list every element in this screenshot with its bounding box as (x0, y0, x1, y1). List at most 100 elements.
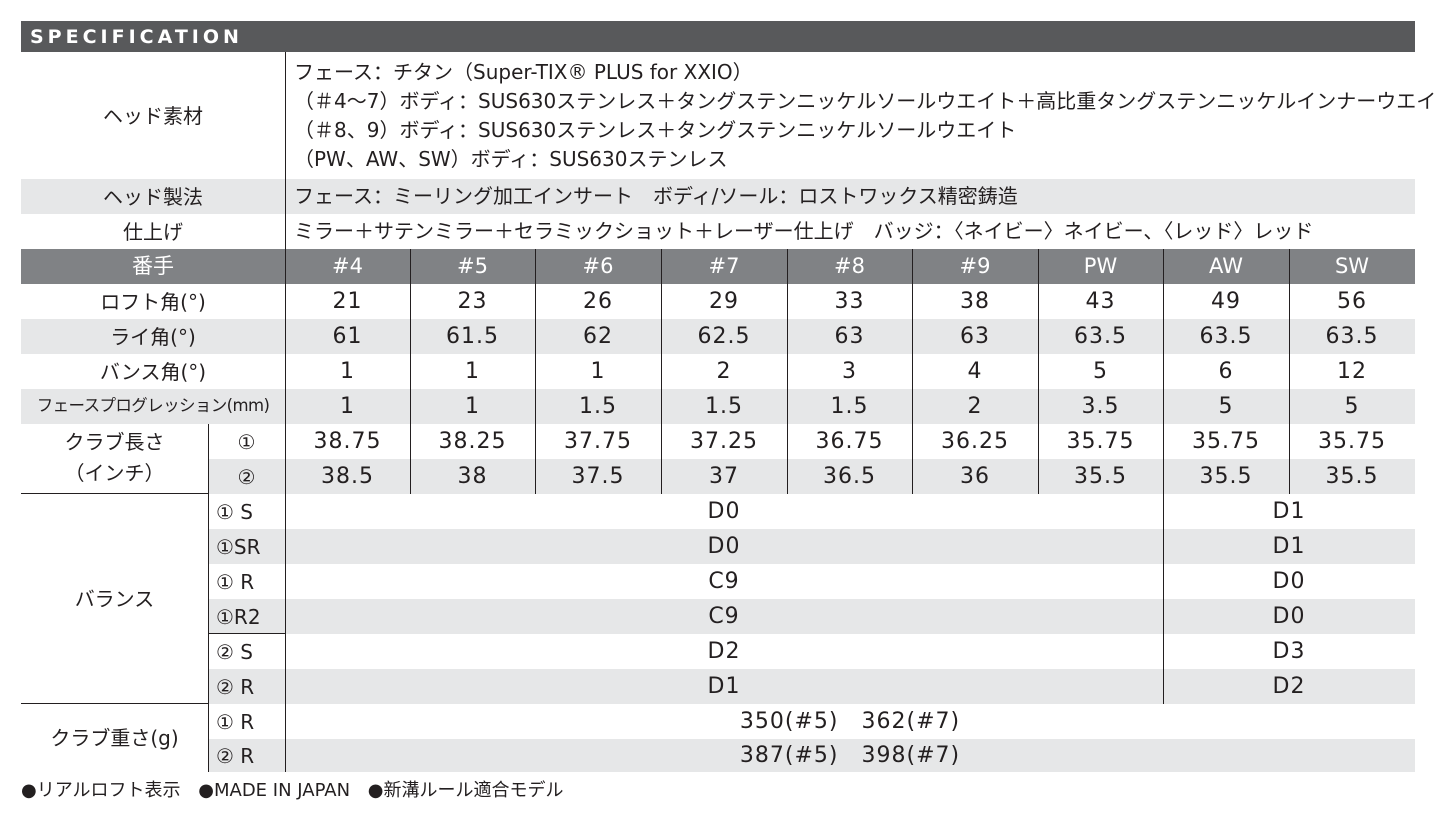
bounce-label: バンス角(°) (99, 359, 207, 384)
balance-wedge-value: D3 (1272, 638, 1306, 664)
row-stripe (208, 599, 1415, 634)
balance-label: バランス (74, 587, 155, 611)
row-stripe (21, 179, 1415, 214)
divider (208, 633, 285, 634)
balance-main-value: D1 (707, 673, 741, 699)
spec-title-bar: SPECIFICATION (21, 21, 1415, 52)
lie-label: ライ角(°) (110, 324, 196, 349)
balance-main-value: D0 (707, 498, 741, 524)
head-material-line: （＃8、9）ボディ：SUS630ステンレス＋タングステンニッケルソールウエイト (294, 118, 1017, 142)
club-length-sub: ① (237, 429, 256, 454)
face-progression-label: フェースプログレッション(mm) (36, 396, 270, 416)
club-length-value: 38.75 (313, 428, 382, 454)
balance-wedge-value: D2 (1272, 673, 1306, 699)
face-progression-value: 5 (1344, 393, 1360, 419)
row-stripe (21, 389, 1415, 424)
bounce-value: 4 (967, 358, 983, 384)
footer-note: ●リアルロフト表示 (21, 780, 181, 801)
divider (21, 493, 208, 494)
balance-wedge-value: D0 (1272, 603, 1306, 629)
lie-value: 62.5 (697, 323, 751, 349)
lie-value: 63.5 (1074, 323, 1127, 349)
balance-sub: ② R (216, 674, 255, 699)
head-method-value: フェース：ミーリング加工インサート ボディ/ソール：ロストワックス精密鋳造 (294, 184, 1018, 208)
face-progression-value: 1.5 (705, 393, 743, 419)
finish-label: 仕上げ (123, 219, 183, 244)
divider (661, 249, 662, 494)
club-number: #5 (457, 254, 488, 278)
loft-value: 26 (583, 288, 613, 314)
footer-notes: ●リアルロフト表示 ●MADE IN JAPAN ●新溝ルール適合モデル (21, 776, 576, 802)
face-progression-value: 1.5 (830, 393, 869, 419)
lie-value: 62 (583, 323, 613, 349)
row-stripe (208, 529, 1415, 564)
club-weight-sub: ① R (216, 709, 255, 734)
spec-title: SPECIFICATION (30, 26, 243, 48)
divider (410, 249, 411, 494)
club-number: PW (1083, 254, 1118, 278)
row-stripe (208, 739, 1415, 772)
club-length-value: 37.25 (690, 428, 758, 454)
face-progression-value: 1 (340, 393, 355, 419)
club-number: #8 (834, 254, 865, 278)
lie-value: 61 (332, 323, 363, 349)
club-length-value: 36.25 (941, 428, 1009, 454)
balance-sub: ①R2 (216, 604, 261, 629)
loft-value: 38 (960, 288, 990, 314)
head-material-line: （＃4～7）ボディ：SUS630ステンレス＋タングステンニッケルソールウエイト＋… (294, 89, 1436, 113)
balance-wedge-value: D1 (1272, 498, 1306, 524)
club-length-value: 38 (457, 463, 488, 489)
row-stripe (21, 319, 1415, 354)
divider (787, 249, 788, 494)
club-number: AW (1209, 254, 1243, 278)
club-length-value: 35.75 (1066, 428, 1135, 454)
row-stripe (208, 669, 1415, 704)
head-material-line: フェース：チタン（Super-TIX® PLUS for XXIO） (294, 60, 753, 84)
lie-value: 63.5 (1199, 323, 1253, 349)
balance-sub: ① S (216, 499, 253, 524)
club-number: #4 (332, 254, 363, 278)
club-length-value: 35.5 (1199, 463, 1253, 489)
club-length-value: 35.5 (1074, 463, 1127, 489)
balance-main-value: D0 (707, 533, 741, 559)
bounce-value: 12 (1337, 358, 1367, 384)
club-length-value: 36.75 (815, 428, 884, 454)
divider (1163, 249, 1164, 704)
number-header-label: 番手 (132, 254, 174, 278)
club-length-value: 35.5 (1325, 463, 1379, 489)
club-length-value: 35.75 (1318, 428, 1386, 454)
club-length-label-line2: （インチ） (64, 461, 165, 485)
finish-value: ミラー＋サテンミラー＋セラミックショット＋レーザー仕上げ バッジ：〈ネイビー〉ネ… (294, 219, 1314, 243)
balance-sub: ② S (216, 639, 253, 664)
divider (1038, 249, 1039, 494)
bounce-value: 6 (1218, 358, 1234, 384)
balance-sub: ① R (216, 569, 255, 594)
club-length-value: 36.5 (823, 463, 876, 489)
bounce-value: 3 (842, 358, 857, 384)
face-progression-value: 1.5 (579, 393, 617, 419)
lie-value: 63 (834, 323, 865, 349)
club-length-value: 37 (709, 463, 739, 489)
loft-value: 49 (1211, 288, 1241, 314)
head-material-line: （PW、AW、SW）ボディ：SUS630ステンレス (294, 147, 728, 171)
club-weight-value: 350(#5) 362(#7) (739, 708, 961, 734)
club-length-value: 35.75 (1192, 428, 1260, 454)
divider (208, 424, 209, 772)
loft-value: 21 (332, 288, 363, 314)
lie-value: 63 (960, 323, 990, 349)
balance-wedge-value: D0 (1272, 568, 1306, 594)
bounce-value: 5 (1093, 358, 1108, 384)
balance-sub: ①SR (216, 534, 261, 559)
bounce-value: 1 (465, 358, 480, 384)
footer-note: ●MADE IN JAPAN (198, 780, 351, 801)
club-number: #7 (708, 254, 740, 278)
head-material-label: ヘッド素材 (103, 103, 203, 128)
club-length-value: 37.75 (564, 428, 632, 454)
divider (1289, 249, 1290, 494)
loft-value: 43 (1085, 288, 1116, 314)
loft-value: 23 (457, 288, 488, 314)
bounce-value: 2 (716, 358, 732, 384)
lie-value: 63.5 (1325, 323, 1379, 349)
loft-label: ロフト角(°) (100, 289, 206, 314)
